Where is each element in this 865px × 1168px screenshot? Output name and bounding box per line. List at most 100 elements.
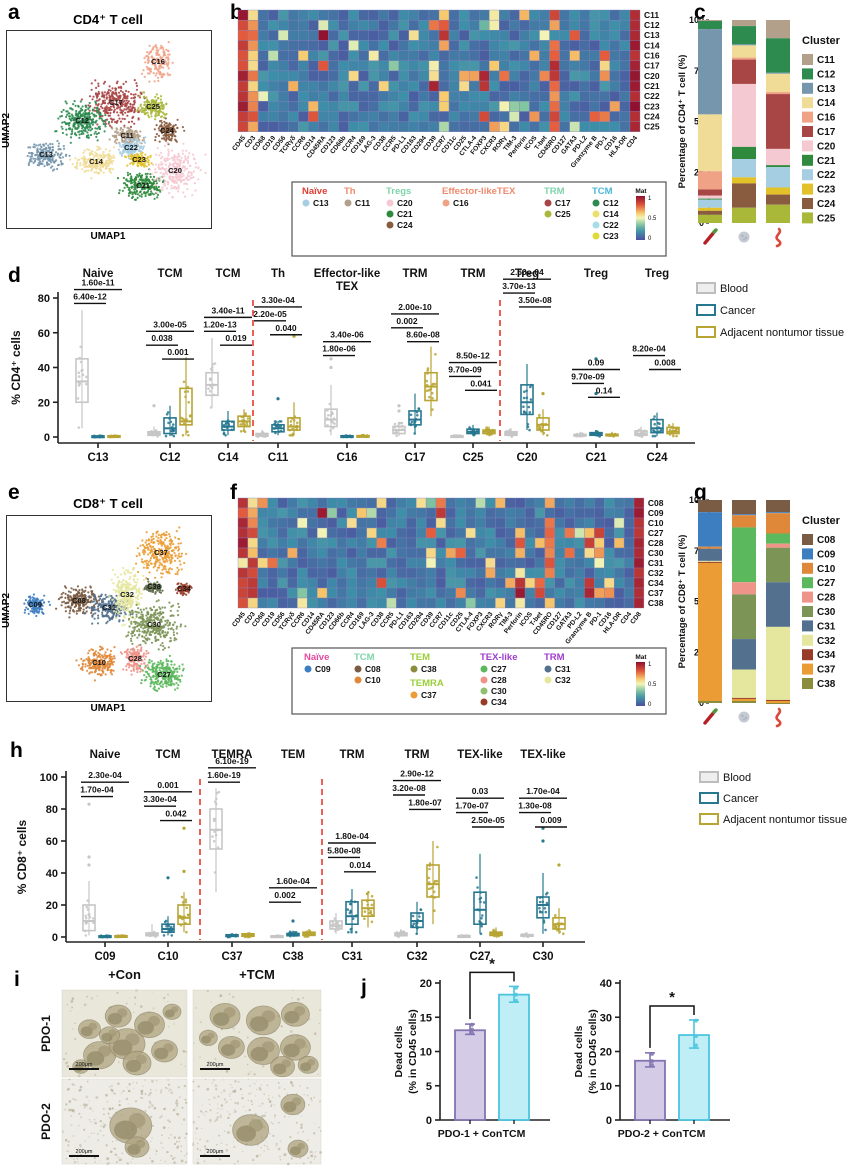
box-group-title: TRM xyxy=(461,268,486,280)
legend-label-C24: C24 xyxy=(397,220,413,230)
micrograph-tile: 200μm xyxy=(192,989,322,1078)
micrograph-tile: 200μm xyxy=(61,989,188,1078)
panel-f-label: f xyxy=(230,481,237,504)
cluster-swatch-C27 xyxy=(802,577,813,589)
j-bar-TCM xyxy=(678,1018,710,1121)
legend-dot-C17 xyxy=(544,199,552,207)
p-value: 8.20e-04 xyxy=(632,344,666,354)
tissue-icon xyxy=(775,707,782,728)
micrograph-tile: 200μm xyxy=(61,1078,189,1166)
legend-text: Adjacent nontumor tissue xyxy=(720,327,844,339)
box-group-title: TRM xyxy=(405,749,430,761)
cluster-swatch-C14 xyxy=(802,97,813,109)
j-ytick: 5 xyxy=(426,1081,432,1093)
legend-text: Adjacent nontumor tissue xyxy=(723,814,847,826)
legend-category-Th: Th xyxy=(344,186,356,197)
sig-bracket xyxy=(469,971,515,1020)
cluster-legend-title: Cluster xyxy=(802,35,841,47)
box-xlabel: C37 xyxy=(221,951,242,963)
p-value: 2.60e-04 xyxy=(510,267,544,277)
legend-category-Naïve: Naïve xyxy=(304,652,329,663)
cluster-legend-title: Cluster xyxy=(802,515,841,527)
p-value: 0.040 xyxy=(275,323,297,333)
cluster-swatch-C17 xyxy=(802,126,813,137)
legend-dot-C31 xyxy=(544,665,552,673)
legend-swatch-Blood xyxy=(696,282,716,294)
legend-swatch-Adjacent nontumor tissue xyxy=(699,813,719,825)
box-xlabel: C21 xyxy=(585,452,607,464)
legend-category-TEMRA: TEMRA xyxy=(410,678,444,689)
cluster-swatch-C28 xyxy=(802,591,813,603)
box-xlabel: C30 xyxy=(532,951,553,963)
box-group-title: Effector-like xyxy=(314,268,380,280)
cluster-label-C17: C17 xyxy=(817,127,836,138)
box-group-title: Th xyxy=(271,268,285,280)
box-group-C24: Treg 8.20e-04 0.008 xyxy=(632,268,681,438)
legend-category-Effector-likeTEX: Effector-likeTEX xyxy=(442,186,516,197)
marker-legend-box xyxy=(291,181,667,257)
j-ytick: 15 xyxy=(420,1012,432,1024)
legend-label-C11: C11 xyxy=(355,198,370,208)
box-group-C09: Naive 2.30e-04 1.70e-04 xyxy=(80,749,129,939)
cluster-label-C28: C28 xyxy=(817,593,836,604)
umap-cluster-C34 xyxy=(174,582,193,597)
cluster-label-C21: C21 xyxy=(817,156,836,167)
heatmap-row-label: C25 xyxy=(644,122,660,132)
legend-label-C25: C25 xyxy=(555,209,571,219)
cluster-swatch-C32 xyxy=(802,634,813,646)
panel-i: i +Con +TCM PDO-1 PDO-2 200μm 200μm 200μm 200μm xyxy=(0,955,345,1168)
heatmap-row-label: C34 xyxy=(648,578,664,588)
box-group-C21: Treg 0.09 9.70e-09 0.14 xyxy=(571,268,620,438)
cluster-label-C23: C23 xyxy=(817,185,836,196)
legend-label-C17: C17 xyxy=(555,198,571,208)
box-group-C32: TRM 2.90e-12 3.20e-08 1.80e-07 xyxy=(392,749,442,938)
umap-label-C34: C34 xyxy=(177,584,192,593)
box-group-title: TCM xyxy=(158,268,183,280)
heatmap-col-label: CD4 xyxy=(625,134,639,149)
box-group-C11: Th 3.30e-04 2.20e-05 0.040 xyxy=(253,268,302,439)
box-group-C17: TRM 2.00e-10 0.002 8.60e-08 xyxy=(391,268,440,438)
heatmap-cd4: C11C12C13C14C16C17C20C21C22C23C24C25CD45… xyxy=(231,9,667,257)
panel-e-xlabel: UMAP1 xyxy=(90,703,126,714)
cluster-label-C24: C24 xyxy=(817,199,836,210)
colorbar-title: Mat xyxy=(635,654,647,661)
umap-label-C24: C24 xyxy=(160,126,175,135)
p-value: 2.00e-10 xyxy=(398,302,432,312)
umap-cluster-C22 xyxy=(117,136,147,160)
legend-label-C22: C22 xyxy=(603,220,619,230)
panel-a-label: a xyxy=(8,1,20,24)
panel-a: a CD4⁺ T cell C16 C17 C25 C12 C24 C11 C22 C13 C1… xyxy=(0,0,230,262)
ytick: 40 xyxy=(46,868,58,880)
p-value: 2.50e-05 xyxy=(471,815,505,825)
legend-dot-C24 xyxy=(386,221,394,229)
umap-label-C25: C25 xyxy=(146,102,160,111)
p-value: 2.20e-05 xyxy=(253,309,287,319)
umap-cluster-C24 xyxy=(153,117,186,146)
panel-i-label: i xyxy=(14,968,20,991)
tumor-icon xyxy=(738,711,750,723)
legend-label-C20: C20 xyxy=(397,198,413,208)
p-value: 8.60e-08 xyxy=(406,330,440,340)
legend-dot-C23 xyxy=(592,232,600,240)
j-xlabel: TCM xyxy=(683,1128,706,1140)
panel-b: b C11 C12 C13 C14 C16 C17 C20 C21 C22 C23 C24 C25 CD… xyxy=(230,0,676,262)
j-ylabel-1: Dead cells xyxy=(393,1025,405,1077)
legend-dot-C32 xyxy=(544,676,552,684)
cluster-swatch-C34 xyxy=(802,649,813,661)
box-group-title: TEX xyxy=(336,281,359,293)
legend-dot-C25 xyxy=(544,210,552,218)
cluster-label-C22: C22 xyxy=(817,170,836,181)
tumor-icon xyxy=(738,231,750,243)
legend-label-C16: C16 xyxy=(453,198,469,208)
legend-dot-C34 xyxy=(480,698,488,706)
umap-label-C23: C23 xyxy=(132,155,146,164)
p-value: 3.70e-13 xyxy=(502,281,536,291)
p-value: 2.90e-12 xyxy=(400,769,434,779)
umap-label-C37: C37 xyxy=(154,548,168,557)
p-value: 2.30e-04 xyxy=(88,770,122,780)
scale-bar-label: 200μm xyxy=(76,1149,93,1155)
panel-j: j 0 5 10 15 20 Dead cells (% in CD45 cells) PDO… xyxy=(345,955,865,1168)
ytick: 20 xyxy=(38,397,50,409)
colorbar xyxy=(636,196,645,240)
